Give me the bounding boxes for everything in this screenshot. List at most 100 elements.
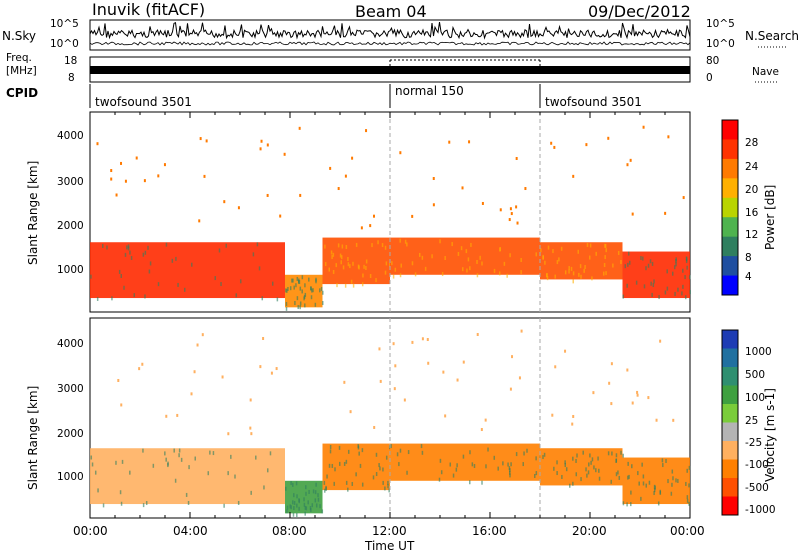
velocity-speckle	[589, 453, 591, 458]
velocity-speckle	[587, 470, 590, 475]
velocity-speckle	[375, 472, 378, 477]
velocity-speckle	[497, 466, 499, 471]
power-speckle	[157, 282, 160, 287]
velocity-speckle	[223, 503, 225, 508]
velocity-speckle	[293, 500, 296, 505]
velocity-scatter	[554, 365, 557, 369]
power-cb-tick-28: 28	[745, 137, 759, 149]
velocity-scatter	[511, 355, 514, 359]
power-speckle	[106, 245, 108, 250]
power-speckle	[579, 264, 582, 269]
velocity-speckle	[659, 490, 662, 495]
velocity-speckle	[296, 494, 298, 499]
velocity-scatter	[444, 414, 447, 418]
velocity-speckle	[174, 478, 177, 483]
velocity-speckle	[263, 485, 265, 490]
velocity-scatter	[138, 367, 141, 371]
velocity-speckle	[317, 493, 319, 498]
power-speckle	[358, 265, 360, 270]
power-speckle	[96, 296, 99, 301]
power-speckle	[520, 270, 522, 275]
power-speckle	[681, 291, 683, 296]
power-speckle	[558, 257, 560, 262]
power-speckle	[111, 296, 113, 301]
velocity-ytick-3000: 3000	[57, 383, 84, 395]
velocity-speckle	[534, 473, 536, 478]
power-speckle	[291, 278, 293, 283]
power-speckle	[677, 287, 679, 292]
power-scatter	[448, 140, 451, 144]
velocity-speckle	[522, 462, 524, 467]
power-speckle	[498, 271, 501, 276]
power-speckle	[688, 275, 691, 280]
velocity-speckle	[630, 490, 632, 495]
velocity-speckle	[622, 501, 625, 506]
power-speckle	[689, 290, 691, 295]
power-scatter	[664, 211, 667, 215]
velocity-speckle	[622, 453, 624, 458]
velocity-speckle	[580, 477, 582, 482]
velocity-speckle	[686, 468, 688, 473]
velocity-speckle	[308, 489, 310, 494]
power-speckle	[653, 279, 655, 284]
power-speckle	[118, 269, 121, 274]
velocity-speckle	[180, 457, 183, 462]
velocity-speckle	[187, 500, 190, 505]
velocity-speckle	[572, 481, 574, 486]
power-scatter	[143, 179, 146, 183]
power-scatter	[120, 161, 123, 165]
power-ytick-3000: 3000	[57, 176, 84, 188]
velocity-scatter	[193, 370, 196, 374]
velocity-scatter	[518, 376, 521, 380]
velocity-colorbar-swatch	[722, 367, 738, 386]
power-speckle	[389, 262, 391, 267]
velocity-scatter	[190, 392, 193, 396]
cpid-segment-2: normal 150	[395, 84, 464, 98]
power-speckle	[299, 301, 302, 306]
velocity-speckle	[611, 451, 613, 456]
power-speckle	[352, 283, 355, 288]
power-speckle	[399, 273, 402, 278]
velocity-scatter	[672, 418, 675, 422]
velocity-speckle	[523, 451, 525, 456]
velocity-scatter	[392, 342, 395, 346]
power-speckle	[476, 259, 478, 264]
velocity-speckle	[293, 493, 295, 498]
velocity-speckle	[631, 464, 633, 469]
velocity-speckle	[329, 444, 332, 449]
power-speckle	[142, 252, 145, 257]
velocity-cb-tick-500: 500	[745, 369, 766, 381]
velocity-speckle	[230, 454, 232, 459]
velocity-scatter	[655, 418, 658, 422]
power-scatter	[499, 208, 502, 212]
velocity-speckle	[471, 462, 474, 467]
power-ytick-1000: 1000	[57, 264, 84, 276]
power-speckle	[344, 283, 347, 288]
velocity-scatter	[426, 338, 429, 342]
velocity-scatter	[221, 375, 224, 379]
velocity-scatter	[462, 360, 465, 364]
power-speckle	[556, 260, 559, 265]
freq-band-1	[90, 66, 390, 74]
power-speckle	[620, 260, 622, 265]
power-scatter	[468, 140, 471, 144]
power-speckle	[604, 243, 607, 248]
velocity-speckle	[347, 487, 349, 492]
nsky-label: N.Sky	[2, 29, 37, 43]
velocity-speckle	[642, 481, 645, 486]
power-speckle	[546, 276, 549, 281]
velocity-speckle	[358, 451, 360, 456]
power-speckle	[564, 270, 567, 275]
power-speckle	[578, 272, 580, 277]
power-speckle	[225, 243, 227, 248]
velocity-speckle	[390, 444, 392, 449]
power-speckle	[127, 244, 130, 249]
power-speckle	[546, 273, 548, 278]
velocity-speckle	[399, 448, 402, 453]
power-speckle	[308, 277, 310, 282]
power-speckle	[235, 293, 238, 298]
velocity-speckle	[688, 501, 690, 506]
power-colorbar-swatch	[722, 197, 738, 218]
power-speckle	[589, 243, 592, 248]
power-speckle	[673, 265, 676, 270]
